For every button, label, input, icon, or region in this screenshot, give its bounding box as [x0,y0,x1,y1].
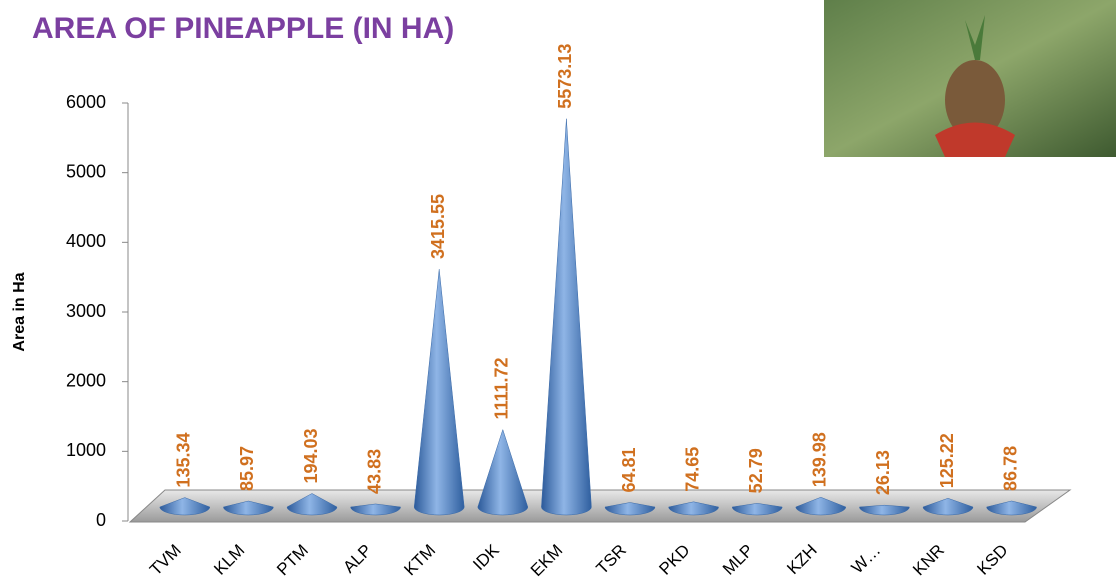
value-label: 52.79 [746,448,766,493]
cone [731,503,783,516]
x-tick-label: MLP [719,541,757,579]
cone [541,118,592,516]
value-label: 1111.72 [492,357,512,419]
x-tick-label: W… [848,541,885,578]
x-tick-label: KLM [210,541,248,579]
value-label: 86.78 [1000,446,1020,491]
cone [922,498,974,516]
cone [986,500,1037,516]
value-label: 85.97 [237,446,257,491]
cone [286,493,338,516]
y-tick-label: 3000 [66,301,106,321]
y-tick-label: 6000 [66,92,106,112]
x-tick-label: IDK [469,540,503,574]
value-label: 26.13 [873,450,893,495]
x-tick-label: ALP [339,541,375,577]
cone [604,502,656,516]
x-tick-label: KZH [783,541,820,578]
value-label: 139.98 [810,432,830,487]
cone [795,496,847,516]
value-label: 135.34 [174,433,194,488]
value-label: 125.22 [937,433,957,488]
x-tick-label: TVM [146,541,185,580]
y-tick-label: 1000 [66,440,106,460]
cone [859,504,910,516]
photo [824,0,1116,157]
x-tick-label: EKM [527,541,566,580]
x-tick-label: KTM [400,541,439,580]
cone [223,500,274,516]
cone [477,428,529,516]
cone [413,269,465,516]
cone [159,497,211,516]
x-tick-label: PTM [273,541,312,580]
chart-title: AREA OF PINEAPPLE (IN HA) [32,12,454,45]
value-label: 5573.13 [555,44,575,109]
x-tick-label: TSR [593,541,630,578]
y-tick-label: 2000 [66,370,106,390]
x-tick-label: KSD [973,541,1011,579]
y-tick-label: 5000 [66,161,106,181]
x-tick-label: PKD [655,541,693,579]
value-label: 3415.55 [428,194,448,259]
y-tick-label: 0 [96,510,106,530]
x-tick-label: KNR [909,541,948,580]
y-tick-label: 4000 [66,231,106,251]
cone [668,501,719,516]
value-label: 64.81 [619,447,639,492]
value-label: 43.83 [364,449,384,494]
y-axis-label: Area in Ha [11,272,28,351]
value-label: 74.65 [682,447,702,492]
cone [350,503,401,516]
value-label: 194.03 [301,428,321,483]
